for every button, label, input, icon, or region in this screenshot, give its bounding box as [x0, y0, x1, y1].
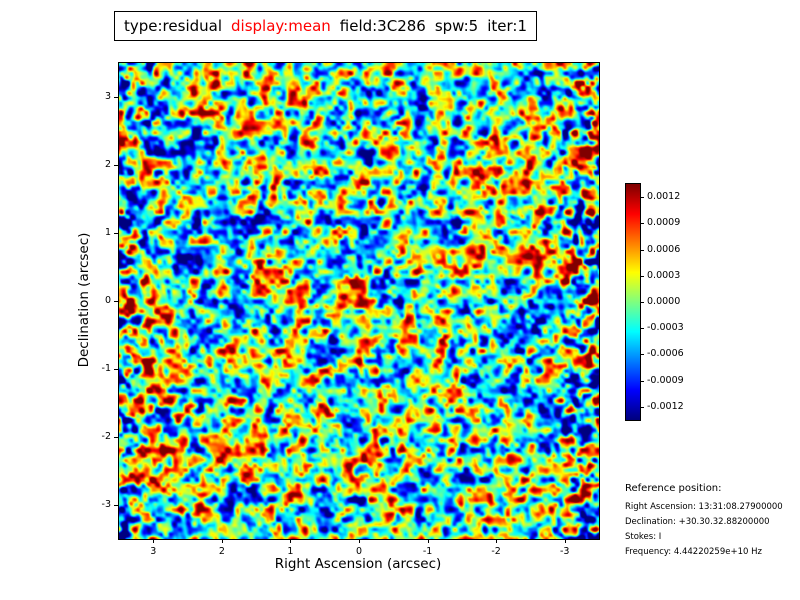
x-tick-mark	[564, 539, 566, 543]
reference-position-block: Reference position: Right Ascension: 13:…	[625, 483, 797, 562]
x-tick-label: -1	[422, 546, 433, 557]
colorbar-gradient	[626, 184, 640, 420]
colorbar-tick-label: 0.0000	[647, 296, 681, 307]
colorbar-tick-label: -0.0009	[647, 374, 684, 386]
colorbar-tick-mark	[641, 354, 644, 356]
colorbar-tick-label: -0.0012	[647, 400, 684, 412]
y-tick-mark	[114, 97, 118, 98]
colorbar-tick-mark	[641, 197, 644, 199]
y-tick-mark	[114, 233, 118, 234]
residual-heatmap-image	[119, 63, 599, 539]
x-tick-label: 2	[218, 546, 225, 557]
title-segment: iter:1	[487, 17, 528, 35]
colorbar: 0.0012 0.0009 0.0006 0.0003 0.0000 -0.0003 -0.…	[625, 183, 684, 421]
reference-line: Stokes: I	[625, 532, 662, 542]
x-tick-mark	[359, 539, 360, 543]
y-tick-label: 0	[104, 295, 111, 306]
colorbar-tick-label: 0.0009	[647, 217, 681, 229]
colorbar-tick-mark	[641, 302, 644, 303]
y-tick-mark	[114, 437, 118, 438]
y-tick-label: -1	[101, 363, 111, 374]
colorbar-tick-mark	[641, 328, 644, 330]
y-tick-mark	[114, 165, 118, 166]
colorbar-tick-mark	[641, 275, 644, 277]
colorbar-tick-mark	[641, 223, 644, 225]
y-tick-mark	[114, 369, 118, 370]
reference-heading: Reference position:	[625, 483, 722, 494]
x-tick-label: 3	[150, 546, 157, 557]
x-tick-label: -2	[491, 546, 501, 557]
colorbar-tick-mark	[641, 380, 644, 382]
colorbar-tick-mark	[641, 406, 644, 408]
x-tick-mark	[221, 539, 223, 543]
x-axis-label: Right Ascension (arcsec)	[274, 556, 442, 572]
y-tick-mark	[114, 505, 118, 506]
x-tick-label: -3	[559, 546, 570, 557]
title-segment: type:residual	[124, 17, 222, 35]
x-tick-mark	[427, 539, 429, 543]
x-tick-mark	[496, 539, 498, 543]
reference-lines: Right Ascension: 13:31:08.27900000 Declin…	[625, 502, 797, 557]
title-segment: spw:5	[434, 17, 479, 35]
colorbar-tick-label: 0.0012	[647, 191, 681, 203]
reference-line: Declination: +30.30.32.88200000	[625, 517, 770, 527]
x-tick-label: 0	[355, 546, 363, 557]
plot-title: type:residual display:mean field:3C286 spw:…	[114, 11, 538, 41]
colorbar-tick-mark	[641, 249, 644, 251]
y-tick-label: -3	[101, 499, 111, 510]
y-tick-mark	[114, 301, 118, 302]
title-segment: field:3C286	[339, 17, 426, 35]
reference-line: Frequency: 4.44220259e+10 Hz	[625, 547, 762, 557]
reference-line: Right Ascension: 13:31:08.27900000	[625, 502, 783, 512]
heatmap-plot-area: 3 2 1 0 -1 -2 -3 3 2 1 0 -1 -2 -3	[102, 62, 600, 557]
x-tick-mark	[290, 539, 292, 543]
colorbar-tick-label: 0.0003	[647, 269, 681, 281]
x-tick-mark	[153, 539, 155, 543]
colorbar-tick-label: -0.0003	[647, 322, 684, 334]
y-tick-label: 2	[104, 159, 111, 170]
colorbar-tick-label: -0.0006	[647, 348, 684, 360]
title-segment: display:mean	[231, 17, 331, 35]
y-tick-label: 1	[104, 227, 111, 238]
x-tick-label: 1	[287, 546, 294, 557]
y-tick-label: 3	[104, 91, 111, 102]
colorbar-tick-label: 0.0006	[647, 243, 681, 255]
y-tick-label: -2	[101, 431, 111, 442]
